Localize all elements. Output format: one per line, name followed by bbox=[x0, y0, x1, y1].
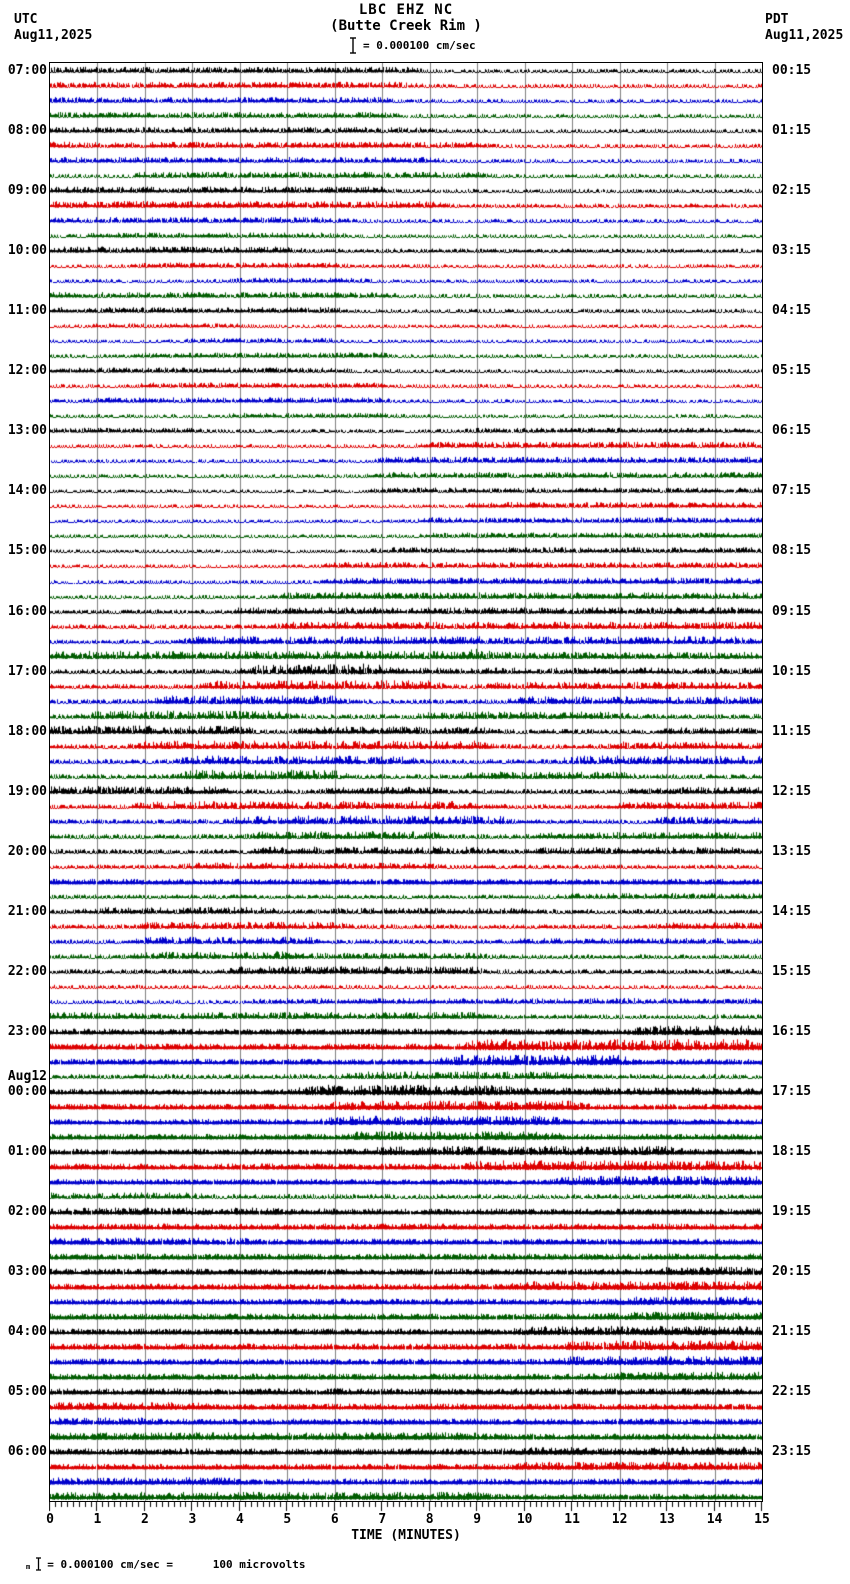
x-axis-tick-number: 9 bbox=[473, 1512, 482, 1527]
pdt-hour-label: 06:15 bbox=[772, 423, 812, 439]
x-axis-tick-number: 13 bbox=[659, 1512, 675, 1527]
x-axis-label: TIME (MINUTES) bbox=[351, 1528, 461, 1543]
scale-legend: = 0.000100 cm/sec bbox=[349, 36, 476, 54]
utc-hour-label: 09:00 bbox=[7, 183, 47, 199]
utc-hour-label: 16:00 bbox=[7, 603, 47, 619]
utc-hour-label: 23:00 bbox=[7, 1023, 47, 1039]
pdt-hour-label: 15:15 bbox=[772, 963, 812, 979]
pdt-hour-label: 03:15 bbox=[772, 243, 812, 259]
x-axis-tick-number: 2 bbox=[141, 1512, 149, 1527]
x-axis-tick-number: 14 bbox=[706, 1512, 723, 1527]
pdt-hour-label: 21:15 bbox=[772, 1324, 812, 1340]
scale-ibar-icon bbox=[350, 36, 356, 54]
pdt-hour-label: 11:15 bbox=[772, 723, 812, 739]
pdt-hour-label: 00:15 bbox=[772, 63, 812, 78]
station-subtitle: (Butte Creek Rim ) bbox=[330, 18, 482, 34]
seismogram-plot-area bbox=[49, 62, 763, 1502]
footer-ibar-icon bbox=[36, 1557, 42, 1571]
utc-hour-label: 01:00 bbox=[7, 1144, 47, 1160]
pdt-hour-label: 16:15 bbox=[772, 1023, 812, 1039]
x-axis-tick-number: 8 bbox=[425, 1512, 434, 1527]
utc-hour-label: 02:00 bbox=[7, 1204, 47, 1220]
utc-hour-label: 06:00 bbox=[7, 1444, 47, 1460]
utc-hour-label: 12:00 bbox=[7, 363, 47, 379]
pdt-hour-label: 12:15 bbox=[772, 783, 812, 799]
pdt-hour-label: 23:15 bbox=[772, 1444, 812, 1460]
x-axis-tick-number: 10 bbox=[516, 1512, 533, 1527]
utc-hour-label: 08:00 bbox=[7, 123, 47, 139]
x-axis-tick-number: 5 bbox=[283, 1512, 292, 1527]
utc-tz-label: UTC bbox=[14, 12, 38, 27]
scale-legend-text: = 0.000100 cm/sec bbox=[363, 38, 476, 52]
pdt-hour-label: 05:15 bbox=[772, 363, 812, 379]
x-axis-tick-number: 6 bbox=[330, 1512, 339, 1527]
utc-hour-label: 13:00 bbox=[7, 423, 47, 439]
footer-prefix: m bbox=[26, 1563, 31, 1571]
seismogram-canvas bbox=[50, 63, 762, 1501]
utc-hour-label: 20:00 bbox=[7, 843, 47, 859]
pdt-hour-label: 14:15 bbox=[772, 903, 812, 919]
pdt-hour-label: 17:15 bbox=[772, 1084, 812, 1100]
x-axis-ruler bbox=[49, 1501, 763, 1513]
utc-hour-label: 17:00 bbox=[7, 663, 47, 679]
pdt-hour-label: 02:15 bbox=[772, 183, 812, 199]
pdt-hour-label: 19:15 bbox=[772, 1204, 812, 1220]
utc-hour-label: 07:00 bbox=[7, 63, 47, 78]
utc-hour-label: 22:00 bbox=[7, 963, 47, 979]
pdt-hour-label: 01:15 bbox=[772, 123, 812, 139]
x-axis-tick-number: 0 bbox=[46, 1512, 54, 1527]
utc-hour-label: 15:00 bbox=[7, 543, 47, 559]
pdt-hour-label: 13:15 bbox=[772, 843, 812, 859]
utc-hour-label: 00:00 bbox=[7, 1084, 47, 1100]
pdt-hour-label: 20:15 bbox=[772, 1264, 812, 1280]
x-axis-tick-number: 11 bbox=[564, 1512, 580, 1527]
utc-hour-label: 18:00 bbox=[7, 723, 47, 739]
utc-hour-label: 14:00 bbox=[7, 483, 47, 499]
pdt-tz-label: PDT bbox=[765, 12, 789, 27]
x-axis-tick-number: 3 bbox=[188, 1512, 197, 1527]
utc-hour-label: 11:00 bbox=[7, 303, 47, 319]
x-axis-tick-number: 15 bbox=[754, 1512, 770, 1527]
utc-hour-label: 05:00 bbox=[7, 1384, 47, 1400]
x-axis-tick-number: 7 bbox=[378, 1512, 387, 1527]
footer-scale-note: m = 0.000100 cm/sec = 100 microvolts bbox=[26, 1555, 306, 1573]
utc-date-label: Aug11,2025 bbox=[14, 28, 93, 43]
utc-hour-label: 21:00 bbox=[7, 903, 47, 919]
utc-hour-label: 10:00 bbox=[7, 243, 47, 259]
x-axis-tick-number: 1 bbox=[93, 1512, 102, 1527]
pdt-hour-label: 09:15 bbox=[772, 603, 812, 619]
pdt-date-label: Aug11,2025 bbox=[765, 28, 844, 43]
pdt-hour-label: 22:15 bbox=[772, 1384, 812, 1400]
utc-hour-label: 19:00 bbox=[7, 783, 47, 799]
pdt-hour-label: 18:15 bbox=[772, 1144, 812, 1160]
utc-header: UTC Aug11,2025 bbox=[14, 12, 92, 44]
pdt-hour-label: 04:15 bbox=[772, 303, 812, 319]
utc-hour-label: 03:00 bbox=[7, 1264, 47, 1280]
pdt-hour-label: 07:15 bbox=[772, 483, 812, 499]
station-title: LBC EHZ NC bbox=[358, 2, 454, 18]
footer-note-text: = 0.000100 cm/sec = 100 microvolts bbox=[47, 1557, 306, 1571]
pdt-hour-label: 10:15 bbox=[772, 663, 812, 679]
utc-date-rollover-label: Aug12 bbox=[7, 1069, 47, 1085]
utc-hour-label: 04:00 bbox=[7, 1324, 47, 1340]
pdt-header: PDT Aug11,2025 bbox=[765, 12, 843, 44]
pdt-hour-label: 08:15 bbox=[772, 543, 812, 559]
x-axis-tick-number: 12 bbox=[611, 1512, 628, 1527]
x-axis-tick-number: 4 bbox=[235, 1512, 244, 1527]
